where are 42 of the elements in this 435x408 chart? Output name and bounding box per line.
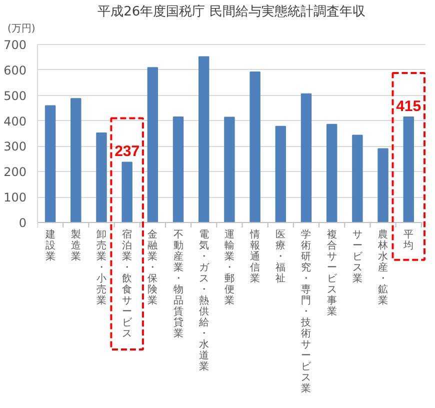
y-axis-title: (万円) [8,24,36,34]
bar [378,148,388,223]
y-tick-label: 0 [18,216,27,230]
bar [403,116,414,223]
bar [300,93,312,223]
x-tick-label: 複合サービス事業 [326,228,338,318]
category-label: 不動産業・物品賃貸業 [173,230,184,340]
bar [44,105,56,223]
x-tick-label: 建設業 [44,228,56,262]
x-tick-label: 金融業・保険業 [148,228,158,306]
y-tick-label: 700 [4,38,26,52]
x-tick-label: 製造業 [70,228,81,262]
x-tick-label: 農林水産・鉱業 [377,228,388,306]
y-tick-label: 500 [4,88,26,103]
chart-title: 平成26年度国税庁 民間給与実態統計調査年収 [98,4,366,20]
bar [147,67,158,223]
bar [326,124,338,223]
y-tick-label: 300 [4,140,26,154]
data-label: 237 [114,143,140,160]
x-tick-label: サービス業 [352,230,364,284]
bar [96,132,107,223]
category-label: 電気・ガス・熱供給・水道業 [198,230,209,372]
bar [70,98,82,223]
y-tick-label: 600 [4,63,26,78]
y-tick-label: 200 [4,165,26,180]
bar [275,126,286,223]
x-tick-label: 医療・福祉 [276,230,286,284]
bar [352,134,363,223]
x-tick-label: 情報通信業 [249,228,260,284]
x-tick-label: 平均 [402,230,414,252]
bar [250,71,260,223]
y-tick-label: 400 [4,114,26,128]
x-tick-label: 運輸業・郵便業 [224,228,234,306]
bar [198,56,210,223]
x-tick-label: 卸売業・小売業 [96,228,106,306]
bar [122,162,132,223]
bar [172,116,184,223]
data-label: 415 [396,98,422,115]
y-tick-label: 100 [4,190,26,205]
category-label: 学術研究・専門・技術サービス業 [301,230,312,394]
category-label: 宿泊業・飲食サービス [122,230,132,340]
bar [224,116,235,223]
